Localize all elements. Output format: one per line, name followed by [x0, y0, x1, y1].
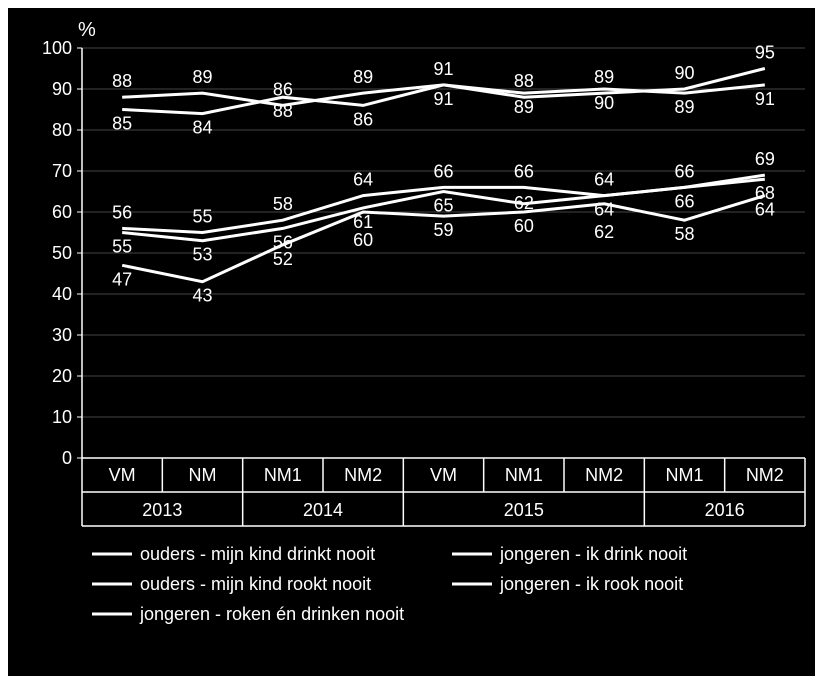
svg-text:2014: 2014	[303, 500, 343, 520]
svg-text:80: 80	[52, 120, 72, 140]
svg-text:2016: 2016	[705, 500, 745, 520]
svg-text:88: 88	[112, 71, 132, 91]
svg-text:43: 43	[192, 286, 212, 306]
svg-text:56: 56	[112, 202, 132, 222]
svg-text:88: 88	[514, 71, 534, 91]
svg-text:89: 89	[514, 97, 534, 117]
chart-frame: 0 10 20 30 40 50 60 70 80 90 100% VM NM NM1 NM2 VM NM1 NM…	[0, 0, 823, 684]
svg-text:91: 91	[755, 89, 775, 109]
svg-text:0: 0	[62, 448, 72, 468]
svg-text:2015: 2015	[504, 500, 544, 520]
svg-text:55: 55	[192, 207, 212, 227]
svg-text:60: 60	[353, 230, 373, 250]
svg-text:64: 64	[594, 200, 614, 220]
svg-text:89: 89	[353, 67, 373, 87]
svg-text:VM: VM	[430, 465, 457, 485]
svg-text:62: 62	[514, 193, 534, 213]
svg-text:64: 64	[353, 170, 373, 190]
svg-text:64: 64	[755, 200, 775, 220]
svg-text:65: 65	[433, 196, 453, 216]
svg-text:NM2: NM2	[344, 465, 382, 485]
svg-text:66: 66	[674, 161, 694, 181]
svg-text:47: 47	[112, 269, 132, 289]
svg-text:66: 66	[674, 191, 694, 211]
svg-text:60: 60	[52, 202, 72, 222]
svg-text:NM: NM	[189, 465, 217, 485]
svg-text:jongeren - roken én drinken no: jongeren - roken én drinken nooit	[139, 604, 404, 624]
svg-text:64: 64	[594, 170, 614, 190]
svg-text:NM2: NM2	[585, 465, 623, 485]
line-chart: 0 10 20 30 40 50 60 70 80 90 100% VM NM NM1 NM2 VM NM1 NM…	[20, 20, 815, 668]
svg-text:ouders - mijn kind drinkt nooi: ouders - mijn kind drinkt nooit	[140, 544, 375, 564]
svg-text:90: 90	[52, 79, 72, 99]
svg-text:89: 89	[594, 67, 614, 87]
svg-text:NM1: NM1	[505, 465, 543, 485]
svg-text:ouders - mijn kind rookt nooit: ouders - mijn kind rookt nooit	[140, 574, 371, 594]
svg-text:89: 89	[674, 97, 694, 117]
svg-text:66: 66	[433, 161, 453, 181]
svg-text:30: 30	[52, 325, 72, 345]
svg-text:91: 91	[433, 59, 453, 79]
svg-text:20: 20	[52, 366, 72, 386]
svg-text:58: 58	[273, 194, 293, 214]
svg-text:52: 52	[273, 249, 293, 269]
svg-text:10: 10	[52, 407, 72, 427]
svg-text:84: 84	[192, 118, 212, 138]
svg-text:50: 50	[52, 243, 72, 263]
svg-text:jongeren - ik rook nooit: jongeren - ik rook nooit	[499, 574, 683, 594]
svg-text:NM1: NM1	[264, 465, 302, 485]
chart-container: 0 10 20 30 40 50 60 70 80 90 100% VM NM NM1 NM2 VM NM1 NM…	[20, 20, 803, 664]
svg-text:jongeren - ik drink nooit: jongeren - ik drink nooit	[499, 544, 687, 564]
svg-text:NM1: NM1	[665, 465, 703, 485]
svg-text:60: 60	[514, 216, 534, 236]
svg-text:66: 66	[514, 161, 534, 181]
svg-text:61: 61	[353, 212, 373, 232]
svg-text:90: 90	[594, 93, 614, 113]
svg-text:85: 85	[112, 114, 132, 134]
svg-text:62: 62	[594, 222, 614, 242]
svg-text:89: 89	[192, 67, 212, 87]
svg-text:2013: 2013	[142, 500, 182, 520]
svg-text:91: 91	[433, 89, 453, 109]
svg-text:58: 58	[674, 224, 694, 244]
svg-text:59: 59	[433, 220, 453, 240]
svg-text:40: 40	[52, 284, 72, 304]
svg-text:95: 95	[755, 43, 775, 63]
svg-text:90: 90	[674, 63, 694, 83]
svg-text:100: 100	[42, 38, 72, 58]
svg-text:55: 55	[112, 237, 132, 257]
svg-text:NM2: NM2	[746, 465, 784, 485]
svg-text:53: 53	[192, 245, 212, 265]
svg-text:88: 88	[273, 101, 293, 121]
svg-text:86: 86	[273, 79, 293, 99]
svg-text:69: 69	[755, 149, 775, 169]
svg-text:86: 86	[353, 109, 373, 129]
svg-text:70: 70	[52, 161, 72, 181]
svg-text:%: %	[78, 20, 96, 41]
svg-text:VM: VM	[109, 465, 136, 485]
